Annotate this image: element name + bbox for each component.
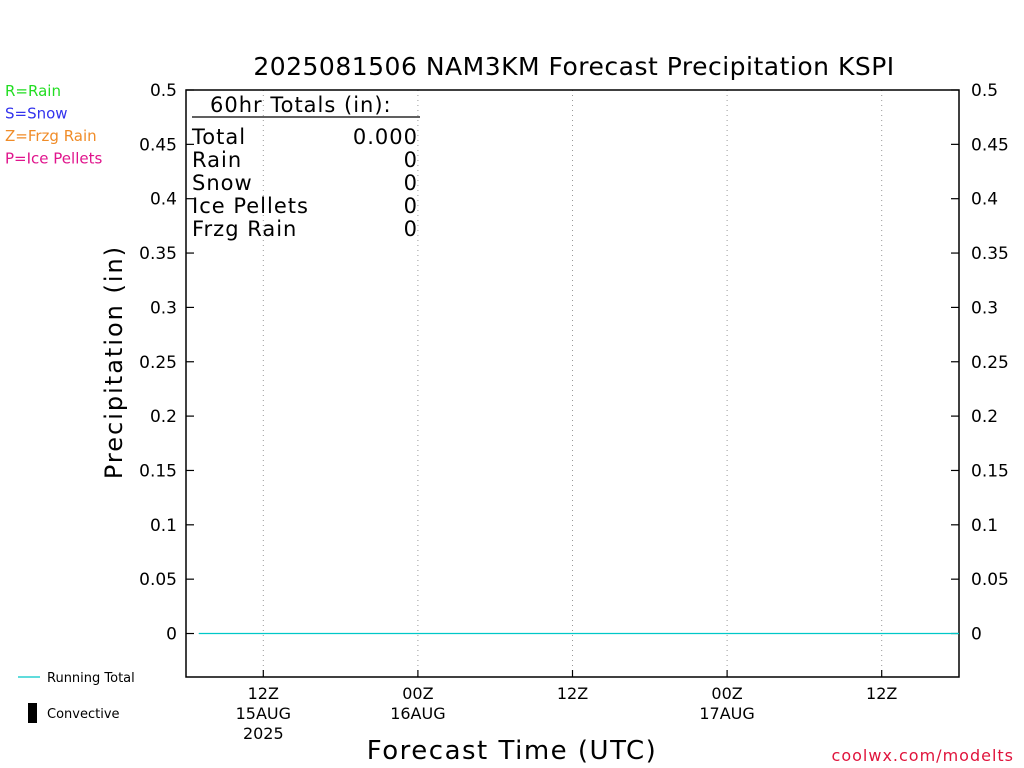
totals-row-label: Ice Pellets (192, 194, 309, 218)
totals-header: 60hr Totals (in): (210, 93, 392, 117)
totals-row-value: 0 (404, 217, 418, 241)
totals-row-label: Total (191, 125, 246, 149)
grid-lines (262, 90, 883, 677)
plot-frame (185, 89, 960, 678)
x-tick-label: 12Z (866, 684, 897, 703)
y-tick-label-left: 0.3 (150, 298, 177, 318)
precip-type-key-item: Z=Frzg Rain (5, 127, 97, 145)
y-axis-label: Precipitation (in) (100, 245, 128, 479)
y-axis-right: 0 0.05 0.1 0.15 0.2 0.25 0.3 0.35 0.4 0.45 0.5 (951, 81, 1009, 645)
y-tick-label-left: 0.4 (150, 190, 177, 210)
y-tick-label-right: 0.1 (971, 516, 998, 536)
totals-row-value: 0.000 (353, 125, 418, 149)
y-tick-label-left: 0.2 (150, 407, 177, 427)
y-tick-label-left: 0.05 (139, 570, 177, 590)
convective-legend-swatch (28, 703, 37, 723)
x-tick-label: 00Z (711, 684, 742, 703)
y-tick-label-right: 0.35 (971, 244, 1009, 264)
x-tick-date: 17AUG (699, 704, 754, 723)
x-tick-year: 2025 (243, 724, 284, 743)
y-tick-label-left: 0.5 (150, 81, 177, 101)
y-tick-label-right: 0.5 (971, 81, 998, 101)
y-tick-label-right: 0.15 (971, 461, 1009, 481)
y-tick-label-left: 0.25 (139, 353, 177, 373)
totals-row-label: Rain (192, 148, 242, 172)
x-tick-label: 12Z (557, 684, 588, 703)
site-credit: coolwx.com/modelts (832, 746, 1014, 765)
precip-type-key-item: S=Snow (5, 105, 68, 123)
totals-row-value: 0 (404, 148, 418, 172)
convective-legend-label: Convective (47, 707, 120, 722)
precip-type-key: R=Rain S=Snow Z=Frzg Rain P=Ice Pellets (5, 82, 102, 168)
y-tick-label-left: 0.45 (139, 135, 177, 155)
precip-type-key-item: R=Rain (5, 82, 61, 100)
running-total-legend-label: Running Total (47, 671, 135, 686)
x-tick-label: 00Z (402, 684, 433, 703)
y-tick-label-right: 0 (971, 625, 982, 645)
y-tick-label-left: 0 (166, 625, 177, 645)
totals-row-label: Snow (192, 171, 253, 195)
totals-box: 60hr Totals (in): Total 0.000 Rain 0 Snow 0 Ice… (191, 93, 420, 241)
y-tick-label-right: 0.05 (971, 570, 1009, 590)
x-axis-label: Forecast Time (UTC) (367, 736, 658, 766)
x-tick-date: 16AUG (390, 704, 445, 723)
totals-row-label: Frzg Rain (192, 217, 297, 241)
y-tick-label-right: 0.3 (971, 298, 998, 318)
y-tick-label-right: 0.2 (971, 407, 998, 427)
y-tick-label-left: 0.35 (139, 244, 177, 264)
totals-row-value: 0 (404, 171, 418, 195)
y-tick-label-left: 0.1 (150, 516, 177, 536)
y-tick-label-right: 0.4 (971, 190, 998, 210)
y-tick-label-right: 0.25 (971, 353, 1009, 373)
totals-row-value: 0 (404, 194, 418, 218)
x-tick-date: 15AUG (236, 704, 291, 723)
y-tick-label-right: 0.45 (971, 135, 1009, 155)
chart-title: 2025081506 NAM3KM Forecast Precipitation… (253, 52, 894, 81)
y-axis-left: 0 0.05 0.1 0.15 0.2 0.25 0.3 0.35 0.4 0.45 0.5 (139, 81, 194, 645)
y-tick-label-left: 0.15 (139, 461, 177, 481)
x-tick-label: 12Z (248, 684, 279, 703)
precip-type-key-item: P=Ice Pellets (5, 150, 102, 168)
